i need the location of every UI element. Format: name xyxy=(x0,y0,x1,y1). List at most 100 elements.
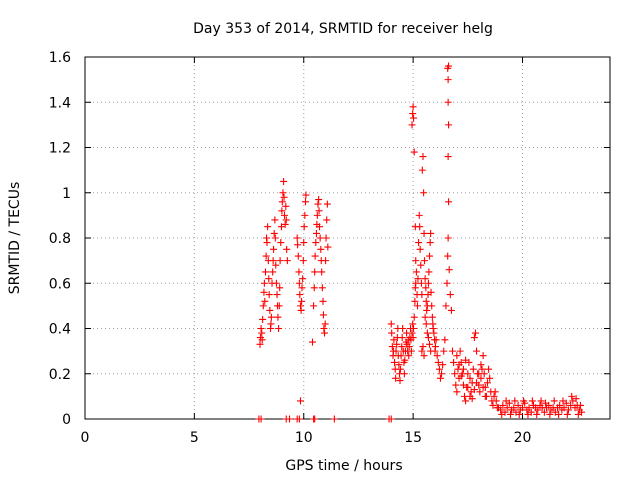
data-point xyxy=(302,191,310,199)
data-point xyxy=(426,239,434,247)
data-point xyxy=(525,404,533,412)
data-point xyxy=(401,356,409,364)
data-point xyxy=(267,320,275,328)
data-point xyxy=(311,415,319,423)
data-point xyxy=(296,291,304,299)
data-point xyxy=(534,406,542,414)
plot-frame xyxy=(84,56,611,420)
data-point xyxy=(257,325,265,332)
data-point xyxy=(400,370,408,378)
data-point xyxy=(419,343,427,351)
data-point xyxy=(387,415,395,423)
data-point xyxy=(540,408,548,416)
data-point xyxy=(414,302,421,310)
data-point xyxy=(269,257,277,265)
data-point xyxy=(407,347,415,355)
data-point xyxy=(282,202,290,210)
data-point xyxy=(433,352,441,360)
data-point xyxy=(416,223,424,231)
data-point xyxy=(497,406,505,414)
data-point xyxy=(510,404,518,412)
data-point xyxy=(259,315,267,323)
data-point xyxy=(270,245,278,253)
data-point xyxy=(478,365,486,373)
data-point xyxy=(447,306,455,314)
data-point xyxy=(426,340,434,348)
data-point xyxy=(321,329,329,337)
data-point xyxy=(258,336,266,344)
data-point xyxy=(278,198,286,206)
data-point xyxy=(273,291,281,299)
data-point xyxy=(262,252,270,260)
data-point xyxy=(423,329,431,337)
data-point xyxy=(322,257,330,265)
data-point xyxy=(409,320,417,328)
data-point xyxy=(473,347,481,355)
data-point xyxy=(266,306,274,314)
data-point xyxy=(468,395,476,403)
data-point xyxy=(298,297,306,305)
data-point xyxy=(414,275,422,283)
data-point xyxy=(418,347,426,355)
data-point xyxy=(408,121,416,129)
data-point xyxy=(259,302,267,310)
data-point xyxy=(276,284,284,292)
data-point xyxy=(574,410,582,418)
data-point xyxy=(422,320,430,328)
data-point xyxy=(424,334,432,342)
data-point xyxy=(469,365,477,373)
data-point xyxy=(330,415,338,423)
data-point xyxy=(277,223,285,231)
data-point xyxy=(256,340,264,348)
data-point xyxy=(446,291,454,299)
data-point xyxy=(265,291,273,299)
data-point xyxy=(498,410,506,418)
data-point xyxy=(279,189,287,197)
data-point xyxy=(453,388,461,396)
data-point xyxy=(492,397,500,405)
data-point xyxy=(318,284,326,292)
data-point xyxy=(459,365,467,373)
data-point xyxy=(300,223,308,231)
data-point xyxy=(444,234,452,242)
data-point xyxy=(445,62,453,70)
data-point xyxy=(280,193,288,201)
data-point xyxy=(428,302,436,310)
data-point xyxy=(430,329,438,337)
data-point xyxy=(417,279,425,287)
data-point xyxy=(444,76,452,84)
data-point xyxy=(424,279,432,287)
data-point xyxy=(319,311,327,319)
data-point xyxy=(470,386,478,394)
data-point xyxy=(410,313,418,321)
data-point xyxy=(479,383,487,391)
data-point xyxy=(419,153,427,161)
x-tick-label: 20 xyxy=(514,430,532,446)
data-point xyxy=(397,352,405,360)
data-point xyxy=(464,370,472,378)
data-point xyxy=(572,395,580,403)
data-point xyxy=(503,404,511,412)
data-point xyxy=(315,196,323,204)
data-point xyxy=(421,313,429,321)
data-point xyxy=(283,245,291,253)
data-point xyxy=(391,358,399,366)
data-point xyxy=(323,200,331,208)
data-point xyxy=(418,166,426,174)
data-point xyxy=(556,401,564,409)
data-point xyxy=(275,302,283,310)
data-point xyxy=(429,325,437,332)
data-point xyxy=(258,329,266,337)
data-point xyxy=(396,365,404,373)
data-point xyxy=(388,329,396,337)
data-point xyxy=(485,365,493,373)
data-point xyxy=(476,388,484,396)
data-point xyxy=(411,297,419,305)
data-point xyxy=(453,352,461,360)
data-point xyxy=(322,234,330,242)
data-point xyxy=(272,261,280,269)
data-point xyxy=(295,268,303,276)
data-point xyxy=(405,343,413,351)
data-point xyxy=(320,325,328,332)
data-point xyxy=(550,397,558,405)
